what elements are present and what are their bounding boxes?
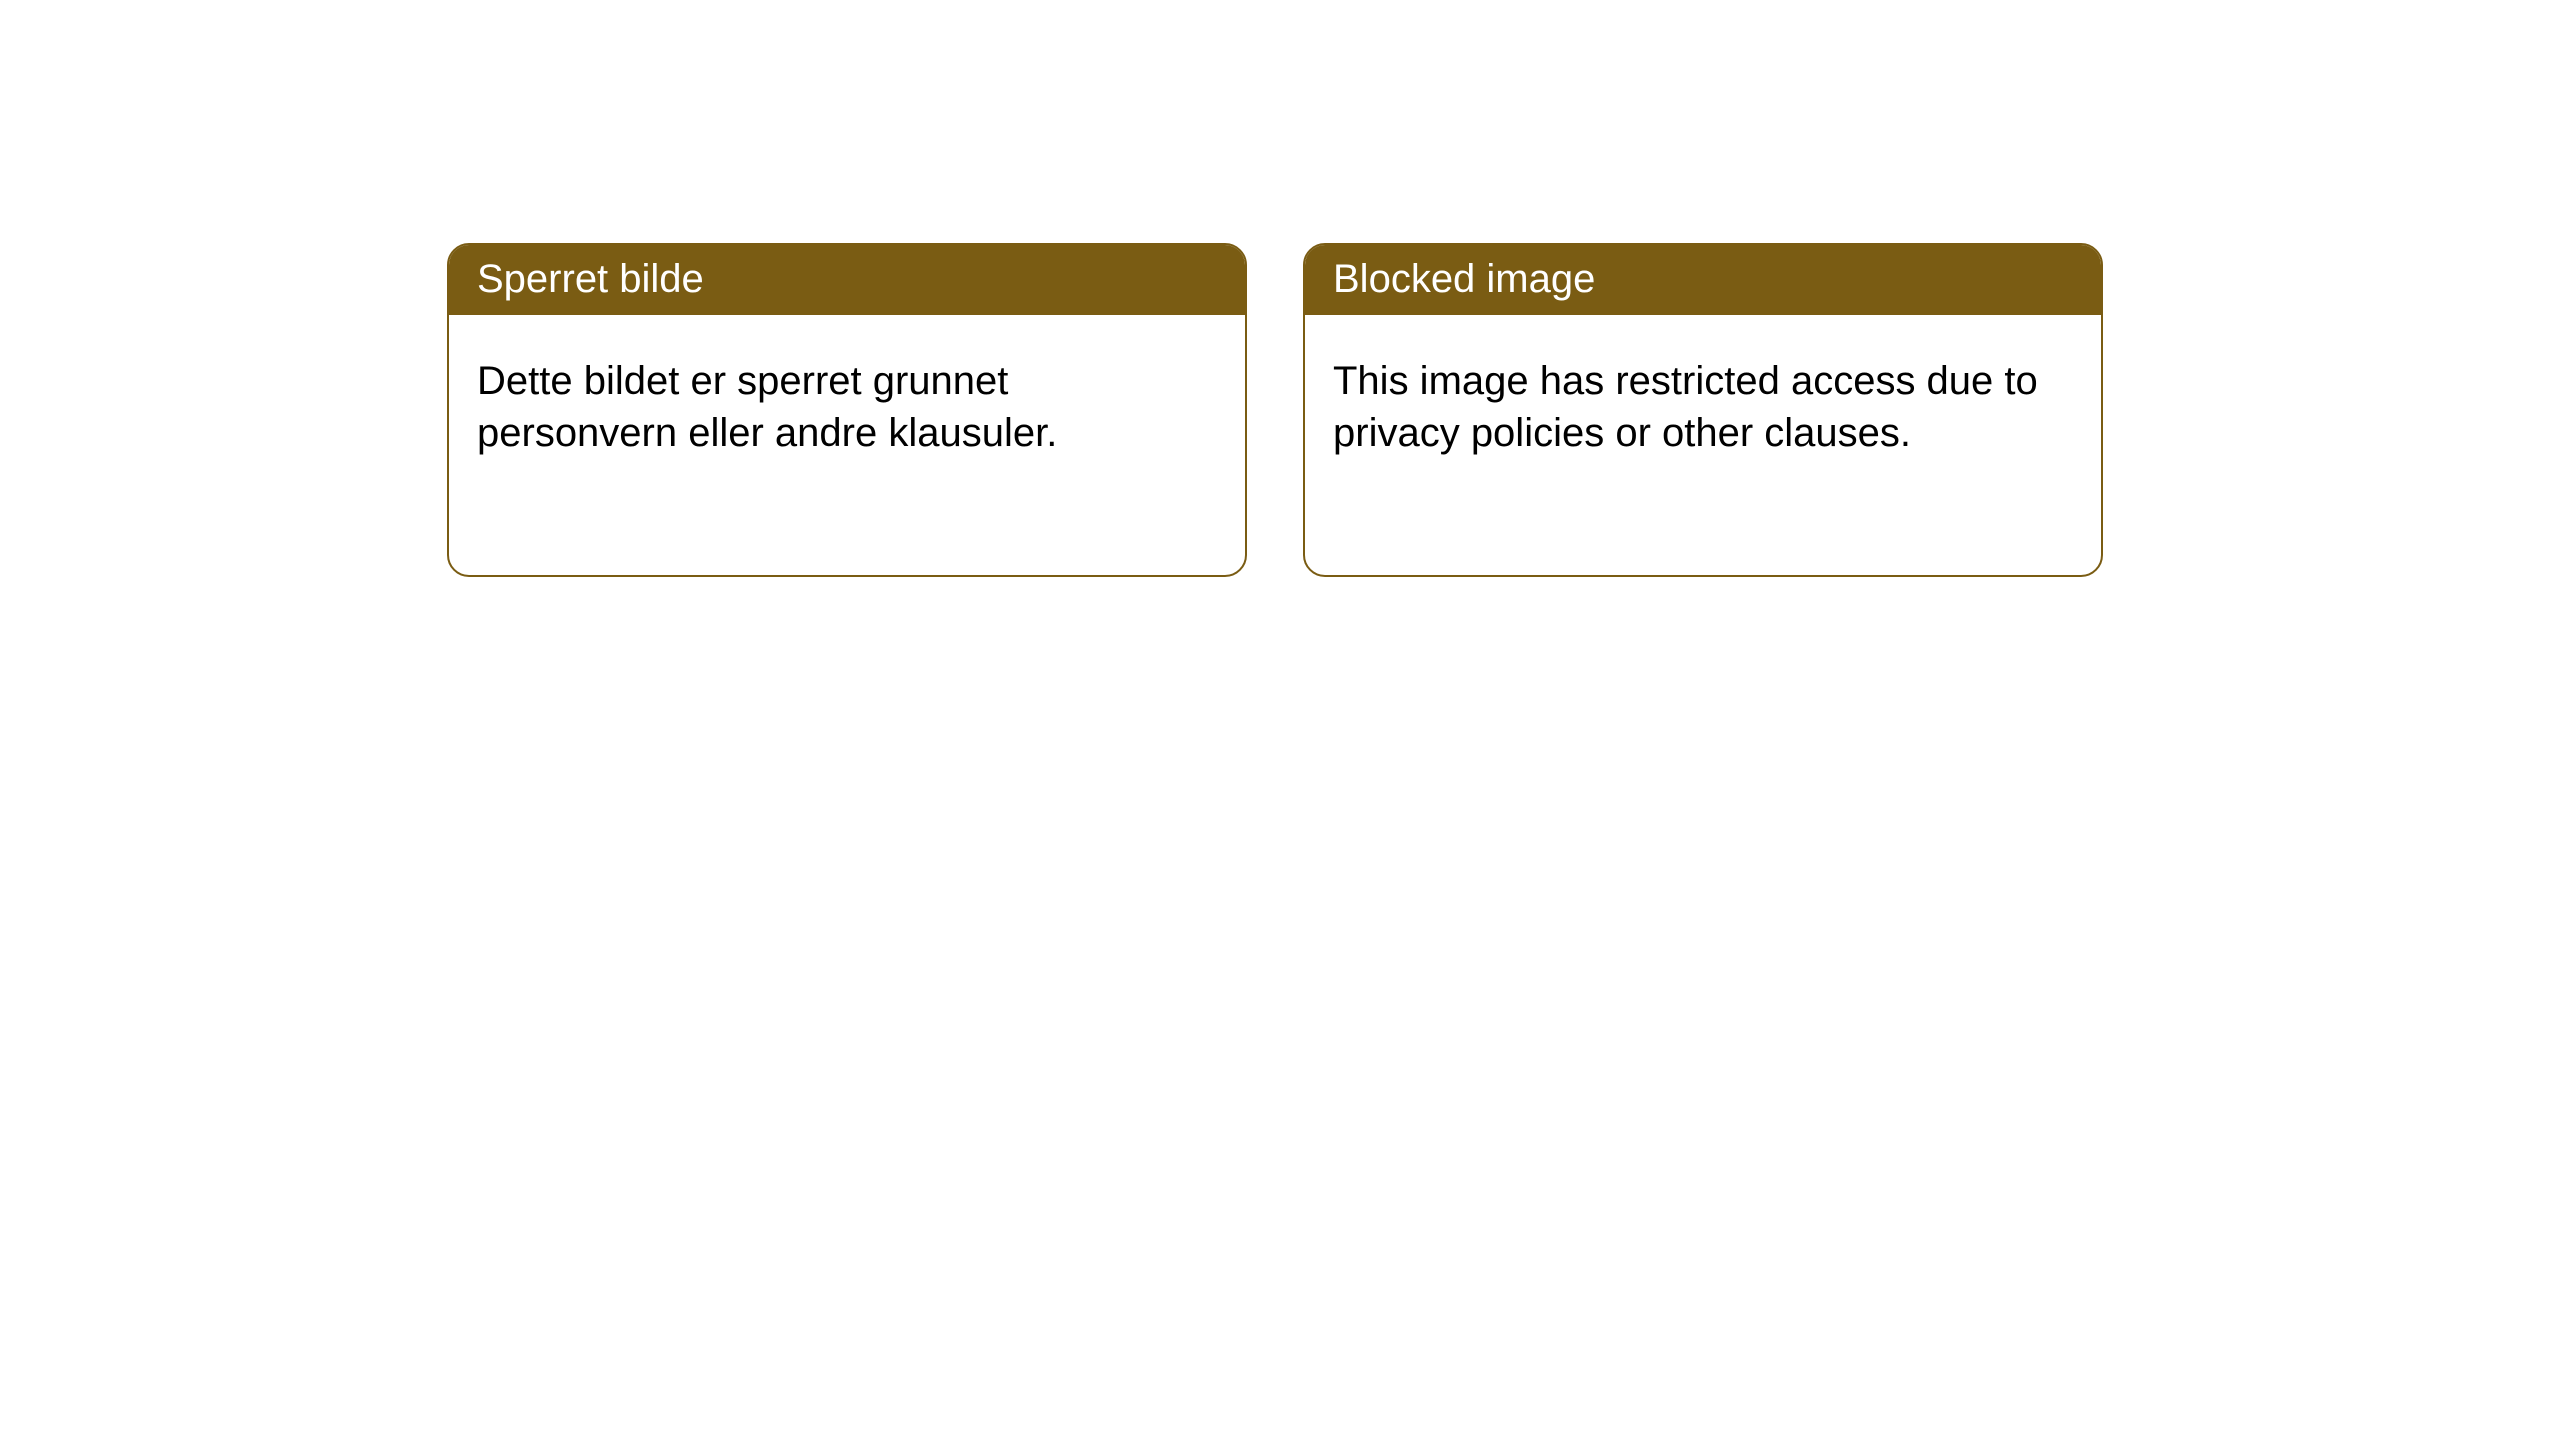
- notice-title-norwegian: Sperret bilde: [477, 257, 704, 301]
- notice-text-norwegian: Dette bildet er sperret grunnet personve…: [477, 359, 1057, 455]
- notice-text-english: This image has restricted access due to …: [1333, 359, 2038, 455]
- notice-header-english: Blocked image: [1305, 245, 2101, 315]
- notice-container: Sperret bilde Dette bildet er sperret gr…: [0, 0, 2560, 577]
- notice-card-norwegian: Sperret bilde Dette bildet er sperret gr…: [447, 243, 1247, 577]
- notice-body-english: This image has restricted access due to …: [1305, 315, 2101, 487]
- notice-header-norwegian: Sperret bilde: [449, 245, 1245, 315]
- notice-body-norwegian: Dette bildet er sperret grunnet personve…: [449, 315, 1245, 487]
- notice-card-english: Blocked image This image has restricted …: [1303, 243, 2103, 577]
- notice-title-english: Blocked image: [1333, 257, 1595, 301]
